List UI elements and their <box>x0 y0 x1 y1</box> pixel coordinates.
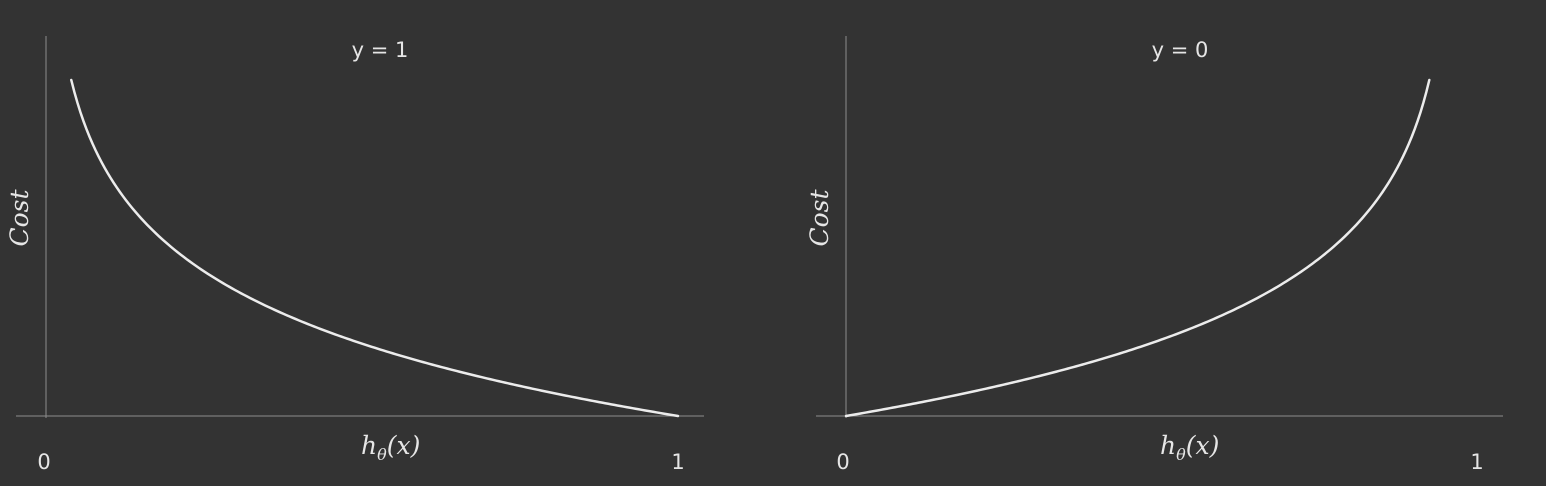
cost-curve-series <box>844 78 1431 418</box>
x-tick-label-1: 1 <box>671 450 684 474</box>
x-axis-label: hθ(x) <box>1160 431 1219 464</box>
cost-curve-series <box>70 78 680 418</box>
x-tick-label-0: 0 <box>836 450 849 474</box>
x-axis-label: hθ(x) <box>361 431 420 464</box>
chart-panel-y0: y = 0 0 1 hθ(x) Cost <box>805 36 1503 474</box>
chart-panel-y1: y = 1 0 1 hθ(x) Cost <box>5 36 704 474</box>
x-tick-label-0: 0 <box>37 450 50 474</box>
y-axis-label: Cost <box>805 189 834 247</box>
chart-title: y = 0 <box>1152 38 1209 62</box>
y-axis-label: Cost <box>5 189 34 247</box>
chart-title: y = 1 <box>352 38 409 62</box>
x-tick-label-1: 1 <box>1470 450 1483 474</box>
